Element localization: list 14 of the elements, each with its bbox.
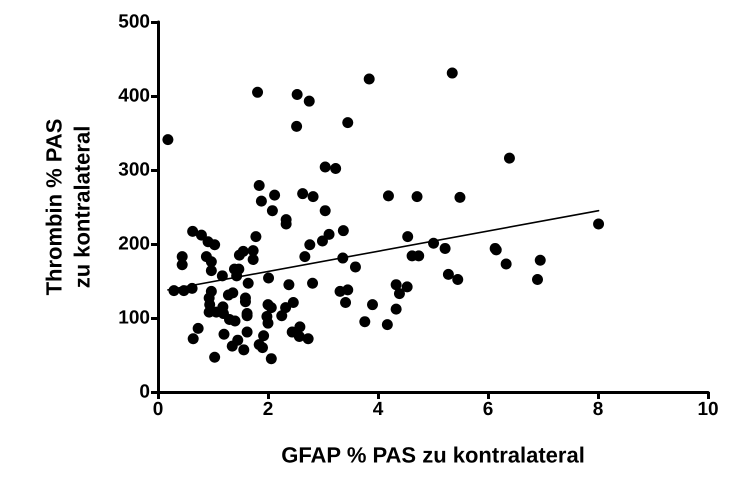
y-tick-label: 200 [118,234,150,254]
x-tick-label: 4 [372,399,384,420]
y-tick-label: 0 [139,382,150,402]
x-axis-title: GFAP % PAS zu kontralateral [281,442,585,468]
x-tick-label: 0 [152,399,164,420]
x-tick-label: 8 [592,399,604,420]
x-tick-label: 10 [697,399,719,420]
x-tick-label: 2 [262,399,274,420]
y-tick-label: 300 [118,160,150,180]
y-axis-title: Thrombin % PAS zu kontralateral [42,118,94,296]
y-tick-label: 400 [118,86,150,106]
x-tick-label: 6 [482,399,494,420]
y-tick-label: 500 [118,12,150,32]
y-tick-label: 100 [118,308,150,328]
